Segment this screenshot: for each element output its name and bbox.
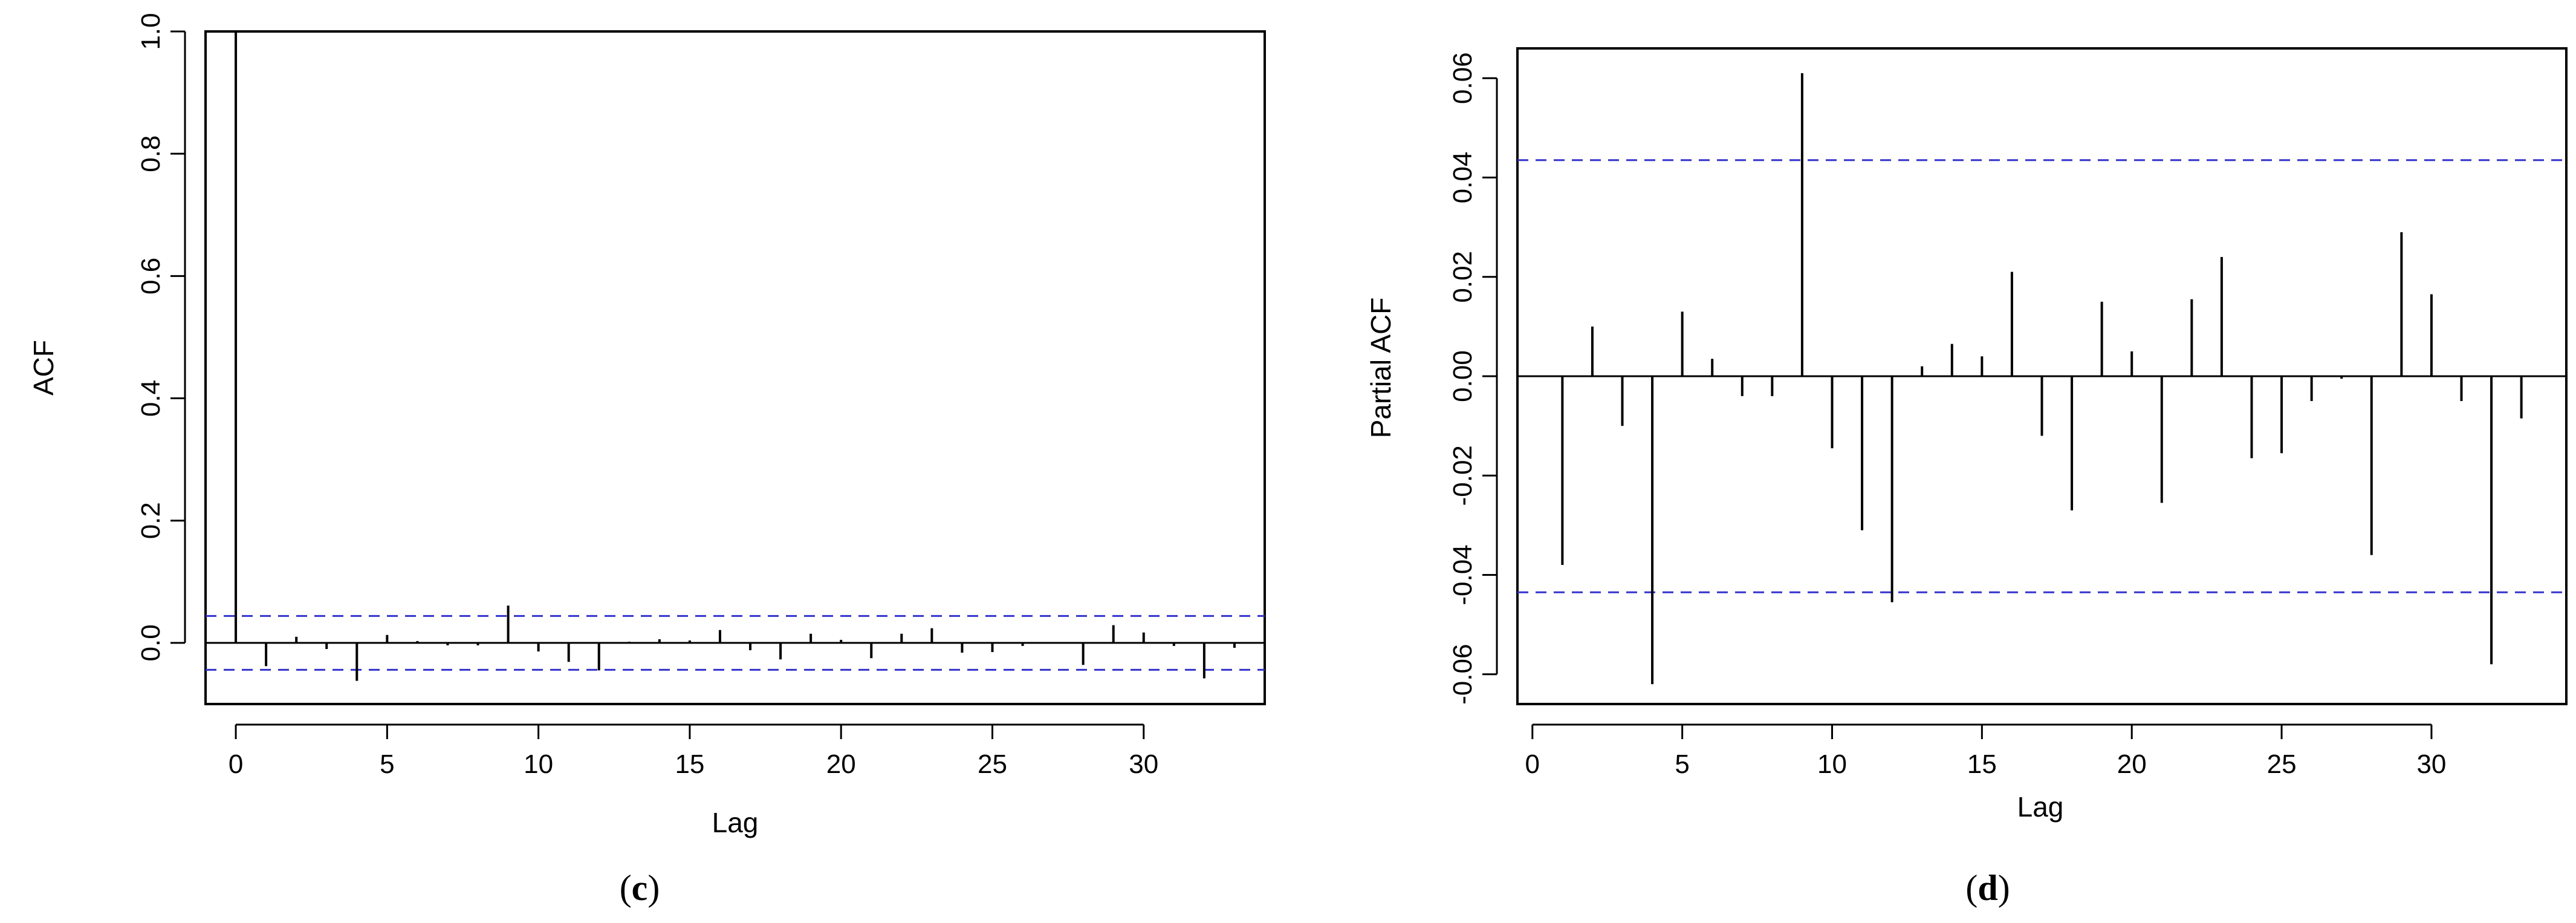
pacf-x-axis: 0 5 10 15 20 25 30: [1525, 723, 2446, 779]
pacf-panel-caption: (d): [1965, 868, 2010, 908]
pacf-x-tick-label: 15: [1967, 749, 1997, 779]
acf-y-tick-label: 1.0: [136, 13, 166, 50]
acf-x-tick-label: 10: [524, 749, 553, 779]
acf-y-tick-label: 0.6: [136, 258, 166, 295]
acf-plot-frame: [204, 30, 1266, 705]
pacf-y-axis-label: Partial ACF: [1365, 298, 1397, 439]
pacf-panel: -0.06 -0.04 -0.02 0.00 0.02 0.04 0.06 0 5 10 15 20…: [1365, 47, 2568, 908]
acf-panel: 0.00.20.40.60.81.0 0 5 10 15 20 25 30 ACF Lag …: [28, 13, 1266, 908]
acf-y-tick-label: 0.8: [136, 135, 166, 172]
pacf-x-tick-label: 5: [1675, 749, 1689, 779]
pacf-y-axis: -0.06 -0.04 -0.02 0.00 0.02 0.04 0.06: [1448, 52, 1498, 705]
acf-y-axis-label: ACF: [28, 340, 59, 396]
pacf-confidence-bands: [1517, 159, 2566, 593]
pacf-x-tick-label: 25: [2267, 749, 2297, 779]
acf-x-tick-label: 25: [978, 749, 1007, 779]
pacf-y-tick-label: -0.02: [1448, 445, 1478, 506]
acf-y-tick-label: 0.2: [136, 502, 166, 539]
acf-y-tick-label: 0.0: [136, 624, 166, 661]
acf-bars: [235, 31, 1236, 681]
acf-x-tick-label: 15: [675, 749, 704, 779]
pacf-y-tick-label: -0.04: [1448, 544, 1478, 605]
pacf-y-tick-label: 0.02: [1448, 251, 1478, 303]
pacf-x-tick-label: 0: [1525, 749, 1540, 779]
pacf-bars: [1561, 73, 2523, 685]
acf-y-axis: 0.0 0.2 0.4 0.6 0.8 1.0: [136, 13, 186, 661]
pacf-x-tick-label: 20: [2117, 749, 2147, 779]
acf-panel-caption: (c): [620, 868, 660, 908]
acf-x-axis-label: Lag: [712, 807, 759, 838]
acf-x-tick-label: 5: [380, 749, 394, 779]
acf-panel-label: c: [632, 868, 648, 908]
acf-x-tick-label: 30: [1129, 749, 1158, 779]
acf-x-axis: 0 5 10 15 20 25 30: [229, 723, 1158, 779]
pacf-panel-label: d: [1977, 868, 1997, 908]
acf-x-tick-label: 20: [826, 749, 856, 779]
pacf-y-tick-label: -0.06: [1448, 644, 1478, 705]
pacf-x-axis-label: Lag: [2017, 791, 2064, 823]
pacf-x-tick-label: 30: [2416, 749, 2446, 779]
acf-y-tick-label: 0.4: [136, 380, 166, 417]
pacf-y-tick-label: 0.06: [1448, 52, 1478, 104]
acf-x-tick-label: 0: [229, 749, 243, 779]
pacf-y-tick-label: 0.04: [1448, 152, 1478, 204]
pacf-x-tick-label: 10: [1817, 749, 1847, 779]
pacf-y-tick-label: 0.00: [1448, 350, 1478, 402]
acf-confidence-bands: [206, 615, 1265, 671]
